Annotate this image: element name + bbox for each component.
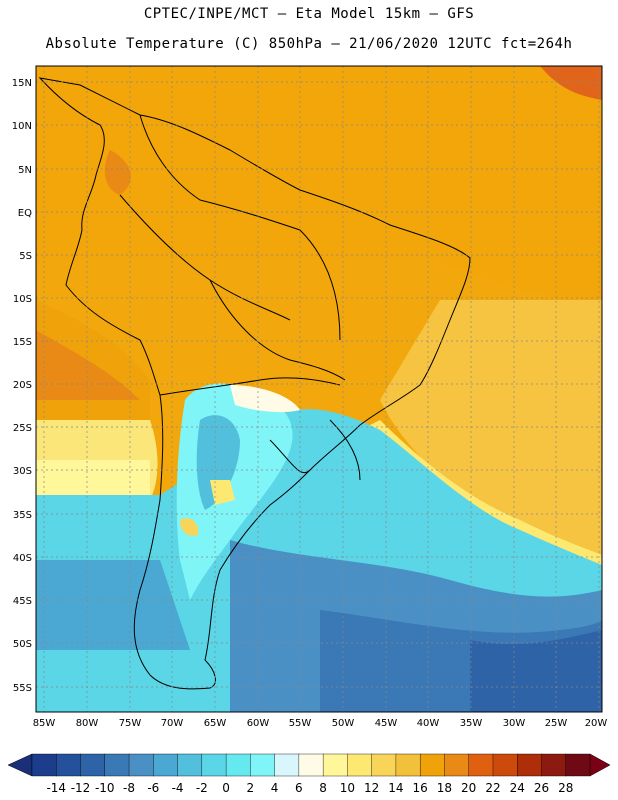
legend-swatch bbox=[298, 753, 324, 777]
map-title-line1: CPTEC/INPE/MCT – Eta Model 15km – GFS bbox=[143, 6, 475, 22]
legend-swatch bbox=[492, 753, 518, 777]
legend-tick-label: 20 bbox=[461, 781, 476, 795]
lat-label: 45S bbox=[13, 596, 32, 607]
legend-swatch bbox=[225, 753, 251, 777]
legend-tick-label: -2 bbox=[196, 781, 208, 795]
lat-label: 35S bbox=[13, 510, 32, 521]
lat-label: 50S bbox=[13, 639, 32, 650]
lon-label: 85W bbox=[33, 718, 56, 729]
legend-swatch bbox=[201, 753, 227, 777]
grid-lines bbox=[36, 66, 602, 712]
color-legend-swatches bbox=[7, 753, 611, 777]
color-legend-labels: -14 -12 -10 -8 -6 -4 -2 0 2 4 6 8 10 12 14 16 18 20 22 24 26… bbox=[46, 781, 573, 795]
lon-label: 30W bbox=[503, 718, 526, 729]
longitude-labels: 85W 80W 75W 70W 65W 60W 55W 50W 45W 40W … bbox=[33, 718, 608, 729]
legend-swatch bbox=[31, 753, 57, 777]
legend-arrow-left bbox=[7, 753, 33, 777]
legend-swatch bbox=[274, 753, 300, 777]
lon-label: 75W bbox=[119, 718, 142, 729]
lat-label: 5S bbox=[19, 251, 32, 262]
lat-label: 15N bbox=[12, 78, 32, 89]
legend-tick-label: 10 bbox=[340, 781, 355, 795]
legend-tick-label: 16 bbox=[413, 781, 428, 795]
lon-label: 20W bbox=[585, 718, 608, 729]
legend-tick-label: -12 bbox=[71, 781, 91, 795]
legend-tick-label: 24 bbox=[510, 781, 525, 795]
lat-label: 5N bbox=[18, 165, 32, 176]
lon-label: 70W bbox=[161, 718, 184, 729]
legend-swatch bbox=[517, 753, 542, 777]
legend-swatch bbox=[468, 753, 494, 777]
legend-tick-label: 8 bbox=[319, 781, 327, 795]
legend-swatch bbox=[347, 753, 373, 777]
lon-label: 65W bbox=[204, 718, 227, 729]
lat-label: 55S bbox=[13, 683, 32, 694]
lon-label: 45W bbox=[375, 718, 398, 729]
legend-tick-label: -4 bbox=[172, 781, 184, 795]
legend-tick-label: -6 bbox=[147, 781, 159, 795]
lat-label: 25S bbox=[13, 423, 32, 434]
legend-swatch bbox=[56, 753, 82, 777]
lat-label: 10N bbox=[12, 121, 32, 132]
legend-tick-label: 28 bbox=[558, 781, 573, 795]
legend-swatch bbox=[565, 753, 591, 777]
legend-swatch bbox=[128, 753, 154, 777]
lon-label: 55W bbox=[289, 718, 312, 729]
legend-tick-label: 2 bbox=[247, 781, 255, 795]
lon-label: 35W bbox=[460, 718, 483, 729]
legend-arrow-right bbox=[589, 753, 611, 777]
legend-swatch bbox=[322, 753, 348, 777]
lon-label: 80W bbox=[76, 718, 99, 729]
legend-tick-label: 22 bbox=[485, 781, 500, 795]
legend-swatch bbox=[371, 753, 397, 777]
legend-tick-label: 4 bbox=[271, 781, 279, 795]
legend-tick-label: 14 bbox=[388, 781, 403, 795]
legend-swatch bbox=[153, 753, 179, 777]
legend-tick-label: 6 bbox=[295, 781, 303, 795]
legend-tick-label: 26 bbox=[534, 781, 549, 795]
lat-label: 15S bbox=[13, 337, 32, 348]
lat-label: 40S bbox=[13, 553, 32, 564]
legend-swatch bbox=[541, 753, 567, 777]
legend-tick-label: -8 bbox=[123, 781, 135, 795]
lon-label: 60W bbox=[247, 718, 270, 729]
lat-label: EQ bbox=[18, 208, 32, 219]
legend-tick-label: -14 bbox=[46, 781, 66, 795]
legend-swatch bbox=[104, 753, 130, 777]
lat-label: 10S bbox=[13, 294, 32, 305]
legend-swatch bbox=[80, 753, 106, 777]
lat-label: 20S bbox=[13, 380, 32, 391]
lon-label: 50W bbox=[332, 718, 355, 729]
temperature-map: 15N 10N 5N EQ 5S 10S 15S 20S 25S 30S 35S… bbox=[12, 65, 608, 729]
legend-tick-label: 18 bbox=[437, 781, 452, 795]
legend-swatch bbox=[444, 753, 470, 777]
color-legend: -14 -12 -10 -8 -6 -4 -2 0 2 4 6 8 10 12 14 16 18 20 22 24 26… bbox=[7, 753, 611, 795]
legend-swatch bbox=[250, 753, 276, 777]
country-borders bbox=[38, 77, 471, 690]
temperature-field bbox=[36, 66, 602, 712]
legend-tick-label: 12 bbox=[364, 781, 379, 795]
map-title-line2: Absolute Temperature (C) 850hPa – 21/06/… bbox=[45, 36, 573, 52]
lon-label: 25W bbox=[545, 718, 568, 729]
legend-tick-label: 0 bbox=[222, 781, 230, 795]
legend-swatch bbox=[395, 753, 421, 777]
latitude-labels: 15N 10N 5N EQ 5S 10S 15S 20S 25S 30S 35S… bbox=[12, 78, 32, 694]
legend-swatch bbox=[419, 753, 445, 777]
map-frame bbox=[35, 65, 603, 713]
lon-label: 40W bbox=[417, 718, 440, 729]
legend-tick-label: -10 bbox=[95, 781, 115, 795]
legend-swatch bbox=[177, 753, 203, 777]
lat-label: 30S bbox=[13, 466, 32, 477]
